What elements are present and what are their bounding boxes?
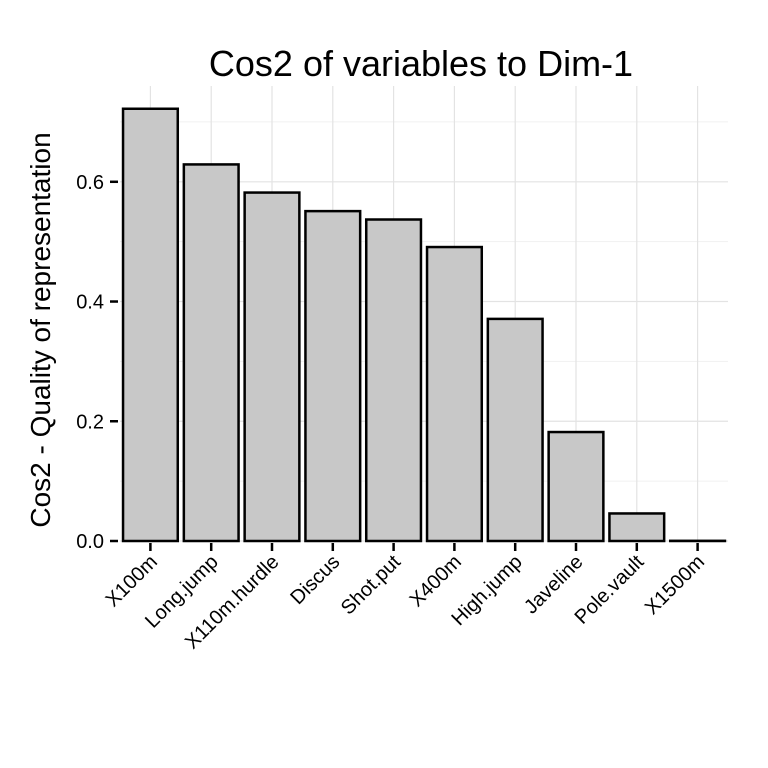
y-tick-label: 0.2 — [76, 411, 104, 433]
bar-shot-put — [364, 218, 423, 543]
bar-long-jump — [182, 163, 240, 543]
x-tick-label: Discus — [286, 551, 344, 609]
x-tick-label: X1500m — [641, 551, 709, 619]
bar-x100m — [121, 107, 180, 543]
bar-discus — [304, 209, 362, 543]
bar-high-jump — [486, 317, 544, 543]
y-axis-label: Cos2 - Quality of representation — [25, 132, 56, 527]
y-tick-label: 0.4 — [76, 292, 104, 314]
bar-x400m — [425, 245, 484, 543]
y-tick-label: 0.6 — [76, 172, 104, 194]
y-axis-ticks: 0.0 0.2 0.4 0.6 — [76, 172, 118, 553]
bar-pole-vault — [608, 512, 666, 543]
chart-title: Cos2 of variables to Dim-1 — [209, 43, 633, 84]
y-tick-label: 0.0 — [76, 531, 104, 553]
bars-group — [121, 107, 727, 543]
x-tick-label: X100m — [102, 551, 162, 611]
bar-x110m-hurdle — [243, 191, 301, 543]
bar-javeline — [547, 430, 605, 543]
x-tick-label: X400m — [406, 551, 466, 611]
x-tick-label: Shot.put — [337, 551, 406, 620]
